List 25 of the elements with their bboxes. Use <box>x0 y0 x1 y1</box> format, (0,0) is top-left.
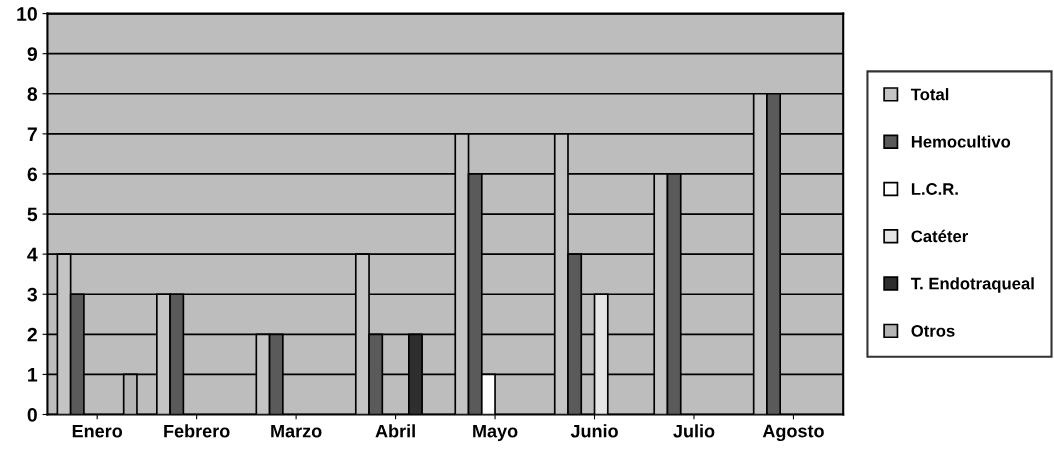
y-tick-label: 3 <box>27 287 38 302</box>
legend-label: T. Endotraqueal <box>910 277 1034 293</box>
legend-label: Otros <box>911 324 955 337</box>
y-tick-label: 1 <box>28 368 38 382</box>
x-tick-label: Agosto <box>762 424 824 442</box>
y-tick-label: 7 <box>27 127 37 141</box>
x-tick-label: Julio <box>673 424 715 438</box>
y-tick-label: 0 <box>27 407 37 422</box>
legend-label: Total <box>910 88 949 101</box>
x-tick-label: Marzo <box>271 424 322 438</box>
legend-label: L.C.R. <box>911 183 958 195</box>
legend-label: Catéter <box>911 229 968 243</box>
x-tick-label: Enero <box>72 424 123 438</box>
y-tick-label: 5 <box>27 207 38 222</box>
y-tick-label: 4 <box>27 247 38 262</box>
y-tick-label: 10 <box>17 7 37 21</box>
x-tick-label: Febrero <box>164 424 230 438</box>
x-tick-label: Junio <box>570 424 618 438</box>
y-tick-label: 9 <box>27 47 37 61</box>
x-tick-label: Abril <box>375 424 415 438</box>
y-tick-label: 2 <box>27 327 37 342</box>
y-tick-label: 8 <box>27 87 38 102</box>
legend-label: Hemocultivo <box>911 135 1011 148</box>
x-tick-label: Mayo <box>473 424 518 442</box>
y-tick-label: 6 <box>27 167 38 182</box>
